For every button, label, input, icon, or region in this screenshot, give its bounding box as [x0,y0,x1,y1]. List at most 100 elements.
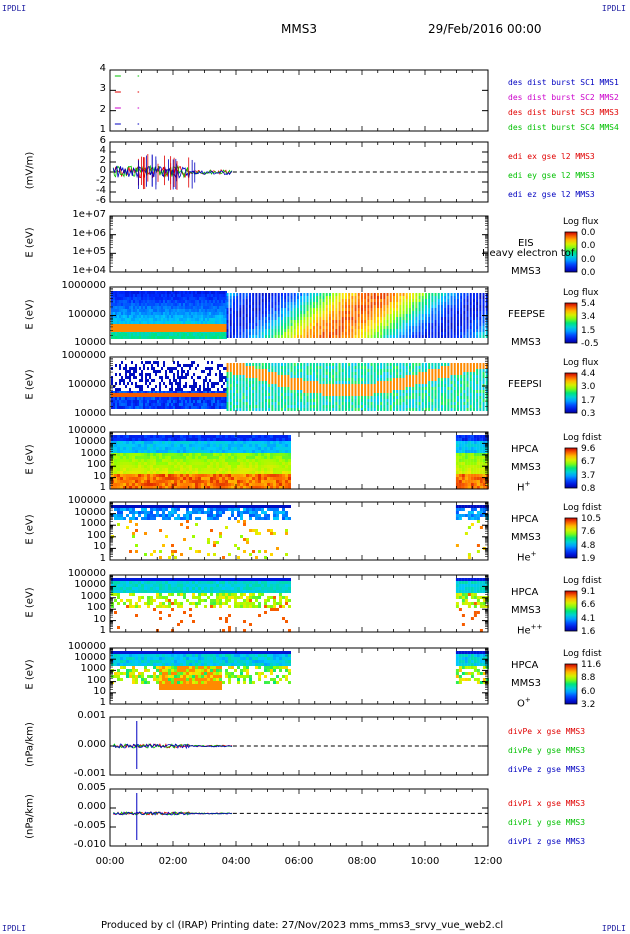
spectro-cell [392,335,395,338]
spectro-cell [171,321,173,324]
spectro-cell [485,387,488,390]
spectro-cell [351,393,354,396]
spectro-cell [185,364,187,367]
spectro-cell [219,373,221,376]
spectro-cell [173,379,175,382]
spectro-cell [117,438,120,441]
spectro-cell [150,444,153,447]
spectro-cell [189,318,191,321]
spectro-cell [143,303,145,306]
spectro-cell [428,302,431,305]
spectro-cell [418,293,421,296]
spectro-cell [357,293,360,296]
spectro-cell [277,296,280,299]
spectro-cell [392,405,395,408]
spectro-cell [428,326,431,329]
spectro-cell [424,311,427,314]
spectro-cell [177,361,179,364]
spectro-cell [431,399,434,402]
spectro-cell [135,312,137,315]
spectro-cell [261,378,264,381]
spectro-cell [466,335,469,338]
spectro-cell [389,372,392,375]
spectro-cell [187,309,189,312]
spectro-cell [203,294,205,297]
spectro-cell [300,393,303,396]
spectro-cell [383,378,386,381]
spectro-cell [163,400,165,403]
spectro-cell [229,390,232,393]
spectro-cell [466,299,469,302]
spectro-cell [236,299,239,302]
spectro-cell [479,335,482,338]
spectro-cell [129,459,132,462]
spectro-cell [380,308,383,311]
spectro-cell [248,402,251,405]
spectro-cell [252,299,255,302]
spectro-cell [456,329,459,332]
spectro-cell [348,375,351,378]
spectro-cell [213,382,215,385]
spectro-cell [126,468,129,471]
spectro-cell [209,294,211,297]
spectro-cell [205,294,207,297]
spectro-cell [205,400,207,403]
spectro-cell [300,369,303,372]
spectro-cell [408,305,411,308]
spectro-band [147,392,149,397]
spectro-cell [440,299,443,302]
spectro-cell [221,364,223,367]
spectro-cell [242,375,245,378]
spectro-cell [138,450,141,453]
spectro-cell [144,468,147,471]
spectro-band [219,324,221,332]
spectro-cell [221,333,223,336]
spectro-cell [199,391,201,394]
spectro-cell [211,361,213,364]
spectro-cell [300,405,303,408]
spectro-cell [472,375,475,378]
spectro-cell [129,333,131,336]
spectro-cell [221,379,223,382]
spectro-cell [476,314,479,317]
spectro-cell [207,385,209,388]
spectro-cell [412,293,415,296]
spectro-cell [386,405,389,408]
spectro-cell [117,403,119,406]
spectro-cell [287,378,290,381]
spectro-cell [149,300,151,303]
spectro-cell [373,308,376,311]
spectro-cell [469,402,472,405]
spectro-cell [332,396,335,399]
spectro-cell [405,384,408,387]
spectro-cell [173,367,175,370]
spectro-cell [137,303,139,306]
spectro-cell [205,303,207,306]
spectro-cell [367,387,370,390]
spectro-band [189,392,191,397]
spectro-cell [135,291,137,294]
spectro-cell [485,326,488,329]
spectro-cell [415,335,418,338]
spectro-cell [121,406,123,409]
spectro-cell [167,406,169,409]
spectro-cell [412,399,415,402]
spectro-cell [232,332,235,335]
spectro-cell [191,306,193,309]
spectro-cell [229,302,232,305]
spectro-cell [300,302,303,305]
spectro-cell [159,400,161,403]
spectro-cell [415,384,418,387]
spectro-cell [300,296,303,299]
spectro-cell [119,400,121,403]
spectro-cell [187,373,189,376]
spectro-cell [479,314,482,317]
spectro-cell [306,329,309,332]
spectro-cell [226,375,229,378]
spectro-cell [460,296,463,299]
spectro-cell [335,384,338,387]
spectro-cell [485,296,488,299]
spectro-cell [197,321,199,324]
spectro-cell [205,291,207,294]
spectro-cell [207,388,209,391]
